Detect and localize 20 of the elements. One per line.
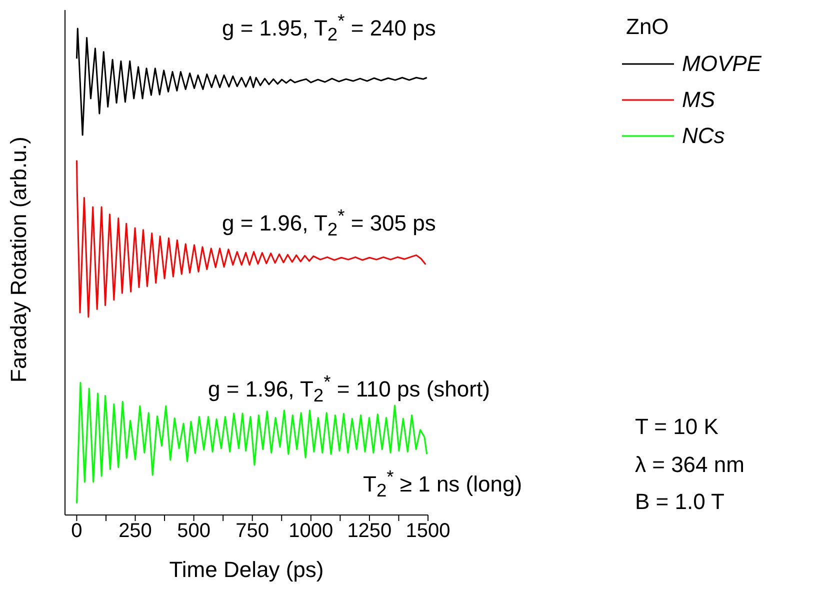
- legend-label: MS: [682, 87, 715, 113]
- annotation: g = 1.96, T$_{2}$$^{*}$ = 305 ps: [222, 205, 436, 241]
- x-tick-label: 750: [236, 520, 270, 542]
- x-axis-title: Time Delay (ps): [169, 557, 324, 582]
- x-tick-label: 1000: [288, 520, 334, 542]
- y-axis-title: Faraday Rotation (arb.u.): [6, 136, 31, 382]
- x-tick-label: 1500: [406, 520, 450, 542]
- x-tick-label: 1250: [347, 520, 392, 542]
- annotation: g = 1.96, T$_{2}$$^{*}$ = 110 ps (short): [208, 371, 490, 407]
- x-tick-label: 250: [118, 520, 152, 542]
- legend-title: ZnO: [626, 14, 670, 40]
- x-tick-label: 500: [177, 520, 210, 542]
- annotation: T$_{2}$$^{*}$ ≥ 1 ns (long): [363, 466, 522, 502]
- text: T = 10 K: [635, 414, 718, 440]
- x-tick-label: 0: [71, 520, 82, 542]
- legend-label: NCs: [682, 123, 725, 149]
- legend-label: MOVPE: [682, 51, 762, 77]
- text: B = 1.0 T: [635, 489, 724, 515]
- text: λ = 364 nm: [635, 452, 744, 478]
- annotation: g = 1.95, T$_{2}$$^{*}$ = 240 ps: [222, 10, 436, 46]
